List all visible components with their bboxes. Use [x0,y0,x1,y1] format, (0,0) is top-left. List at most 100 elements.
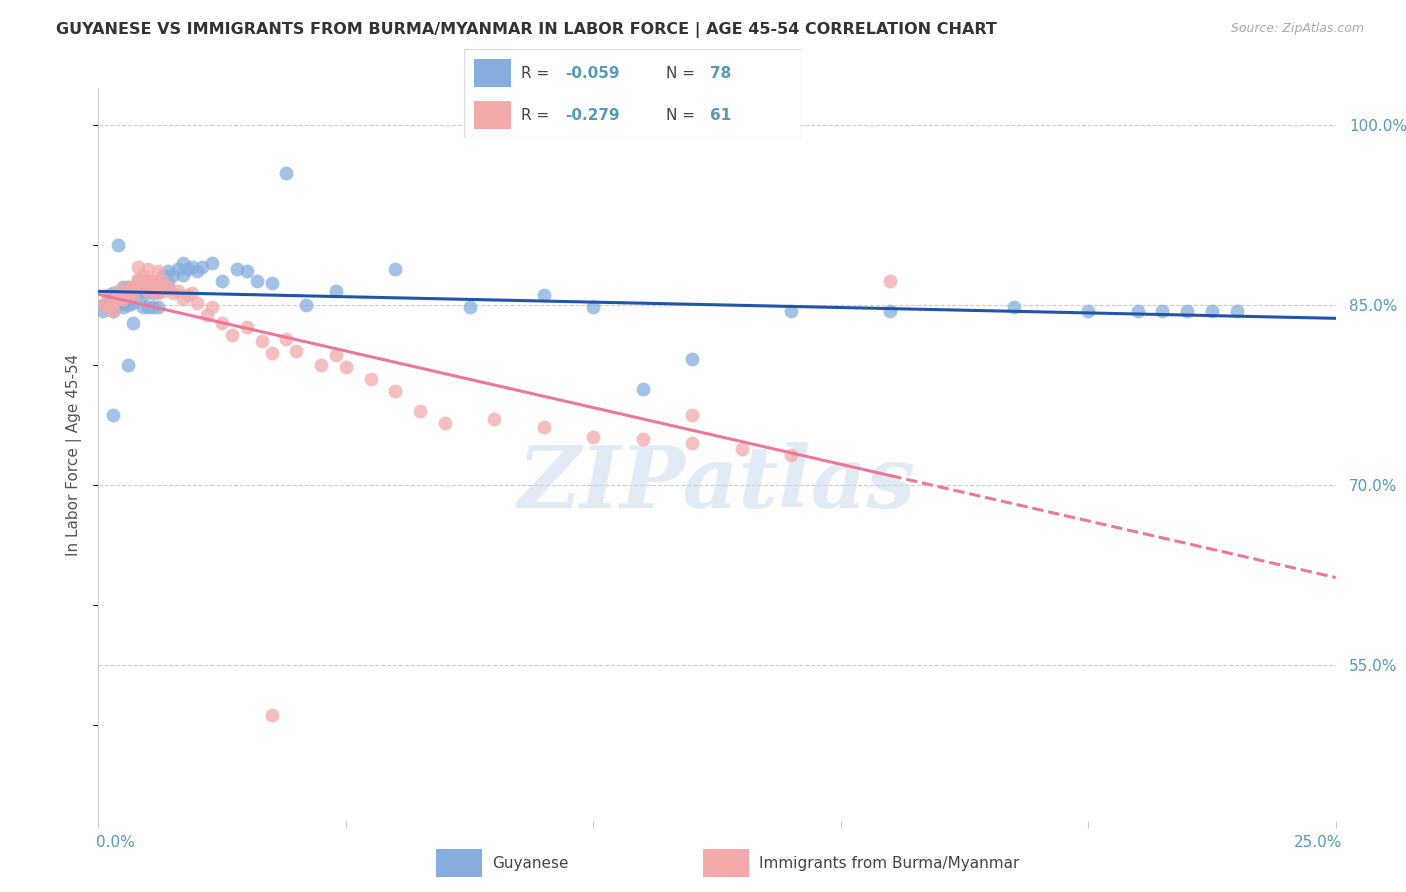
Text: R =: R = [522,108,554,122]
Point [112,295,135,310]
FancyBboxPatch shape [436,849,481,877]
Point [107,292,129,306]
Point [97,301,120,315]
Point [1077,304,1099,318]
Point [221,328,243,343]
Point [226,262,249,277]
Point [93,298,115,312]
Point [146,274,169,288]
Point [136,274,159,288]
Point [146,264,169,278]
Point [142,280,165,294]
Point [107,298,129,312]
Point [103,304,125,318]
Point [142,284,165,298]
Point [127,286,149,301]
Point [201,256,224,270]
Point [112,284,135,298]
Point [107,288,129,302]
Point [136,284,159,298]
FancyBboxPatch shape [474,59,512,87]
FancyBboxPatch shape [474,101,512,129]
Point [117,358,139,372]
Point [117,288,139,302]
Point [136,284,159,298]
Point [582,301,605,315]
Point [780,304,803,318]
Point [1201,304,1223,318]
Point [117,280,139,294]
Point [681,351,703,366]
Point [176,288,198,302]
Point [97,288,120,302]
Text: Immigrants from Burma/Myanmar: Immigrants from Burma/Myanmar [759,855,1019,871]
Point [112,292,135,306]
Point [191,260,214,274]
Point [127,274,149,288]
Text: 61: 61 [710,108,731,122]
Point [236,319,259,334]
Point [136,301,159,315]
Text: R =: R = [522,66,554,80]
Point [156,280,179,294]
Point [103,292,125,306]
Point [97,301,120,315]
Point [93,298,115,312]
Point [97,295,120,310]
Point [631,382,654,396]
Point [285,343,308,358]
Point [136,262,159,277]
Text: -0.059: -0.059 [565,66,620,80]
Point [166,262,188,277]
Point [879,274,901,288]
Point [107,238,129,252]
Point [117,298,139,312]
Point [335,360,357,375]
Point [458,301,481,315]
Point [122,295,145,310]
Point [582,430,605,444]
Point [122,316,145,330]
Point [162,268,184,282]
Point [731,442,754,456]
Point [325,284,347,298]
Point [250,334,273,348]
Point [122,288,145,302]
Point [409,403,432,417]
Point [142,301,165,315]
Point [93,304,115,318]
Point [176,262,198,277]
Point [384,262,406,277]
Point [146,284,169,298]
Point [195,308,218,322]
Point [384,384,406,399]
Point [1226,304,1249,318]
Point [103,409,125,423]
Point [127,280,149,294]
Text: N =: N = [666,66,700,80]
Point [97,292,120,306]
Point [309,358,332,372]
Point [112,286,135,301]
Text: Source: ZipAtlas.com: Source: ZipAtlas.com [1230,22,1364,36]
Text: N =: N = [666,108,700,122]
Point [181,260,204,274]
Point [276,332,298,346]
Point [681,436,703,450]
Point [152,280,174,294]
Text: ZIPatlas: ZIPatlas [517,442,917,526]
Point [152,274,174,288]
Point [122,284,145,298]
Point [276,166,298,180]
Point [186,295,208,310]
Point [295,298,318,312]
Point [112,301,135,315]
Point [146,286,169,301]
Point [132,268,155,282]
Point [533,288,555,302]
Point [260,708,283,723]
Point [186,264,208,278]
Point [127,271,149,285]
Point [260,277,283,291]
Point [1152,304,1174,318]
